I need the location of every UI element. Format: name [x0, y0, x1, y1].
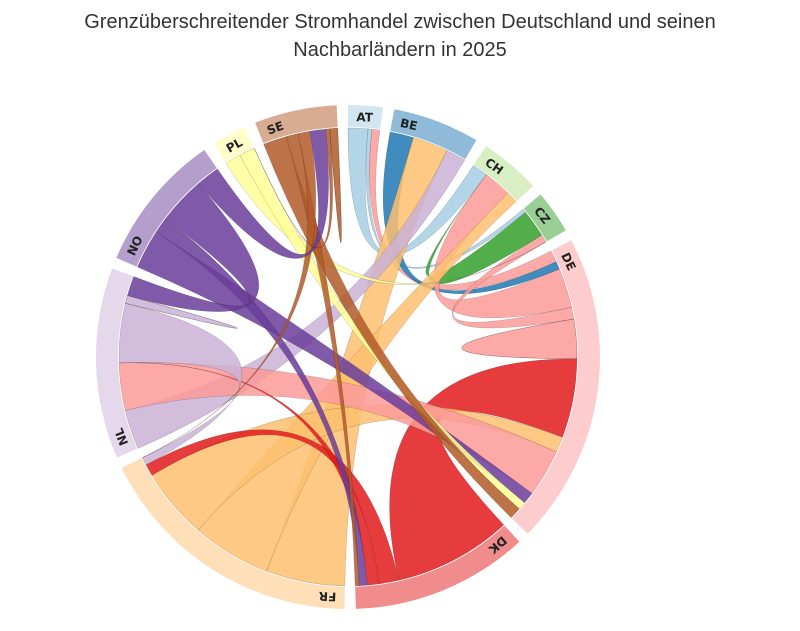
- group-arc-pl: [213, 127, 254, 163]
- group-label-be: BE: [399, 116, 419, 133]
- group-arc-cz: [523, 194, 566, 242]
- ribbon-at-ch: [347, 127, 487, 256]
- ribbon-nl-no: [127, 183, 259, 312]
- ribbon-no-se: [198, 128, 329, 259]
- ribbon-de-de: [461, 318, 578, 360]
- ribbon-cz-de: [452, 234, 575, 329]
- group-arc-se: [255, 105, 338, 144]
- group-arc-fr: [121, 458, 345, 609]
- chart-title-line-1: Grenzüberschreitender Stromhandel zwisch…: [84, 11, 716, 33]
- group-arc-no: [116, 150, 217, 267]
- group-arc-dk: [355, 525, 520, 609]
- group-arc-be: [390, 109, 477, 160]
- group-label-nl: NL: [112, 426, 132, 448]
- chart-title: Grenzüberschreitender Stromhandel zwisch…: [0, 8, 800, 64]
- ribbon-se-se: [329, 127, 342, 243]
- ribbon-fr-nl: [118, 303, 243, 466]
- ribbon-de-se: [263, 136, 520, 519]
- ribbon-nl-nl: [125, 295, 238, 329]
- ribbon-fr-se: [142, 130, 317, 458]
- ribbons: [118, 127, 578, 587]
- chart-title-line-2: Nachbarländern in 2025: [293, 39, 507, 61]
- ribbon-cz-pl: [225, 154, 547, 286]
- group-arc-nl: [95, 268, 138, 458]
- ribbon-ch-cz: [425, 174, 543, 285]
- group-label-at: AT: [356, 110, 374, 125]
- ribbon-pl-se: [253, 128, 333, 249]
- ribbon-dk-se: [286, 133, 360, 587]
- group-arc-de: [511, 240, 600, 534]
- group-arc-ch: [473, 146, 534, 201]
- group-arc-at: [348, 105, 384, 130]
- group-label-fr: FR: [319, 589, 337, 604]
- group-label-se: SE: [265, 119, 286, 138]
